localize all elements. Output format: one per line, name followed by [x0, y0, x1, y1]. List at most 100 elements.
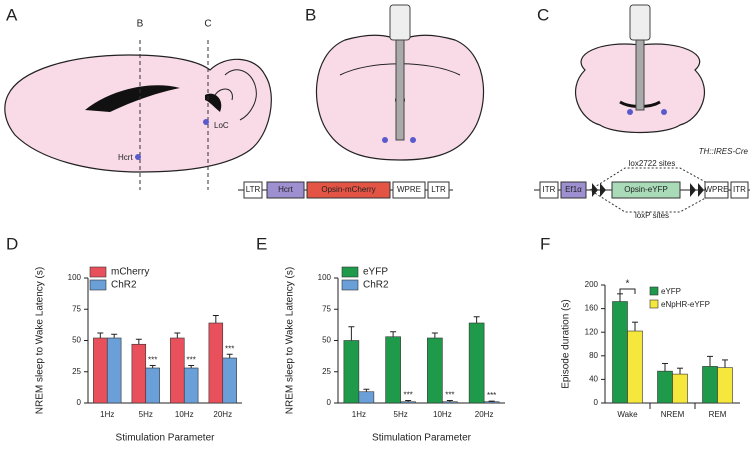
bar: [358, 391, 375, 404]
legend-label: eYFP: [363, 267, 388, 278]
legend-label: ChR2: [363, 280, 389, 291]
y-tick-label: 0: [77, 398, 82, 407]
bar: [170, 337, 185, 404]
y-tick-label: 25: [322, 367, 331, 376]
region-label: LoC: [214, 121, 229, 130]
legend-swatch: [649, 299, 659, 309]
construct-label: Opsin-eYFP: [624, 185, 668, 194]
construct-element: [392, 181, 426, 199]
significance-label: *: [626, 279, 630, 290]
x-tick-label: 5Hz: [394, 410, 408, 419]
bar: [627, 330, 643, 404]
x-tick-label: 1Hz: [100, 410, 114, 419]
y-axis-label: NREM sleep to Wake Latency (s): [285, 267, 296, 414]
bar: [385, 336, 401, 404]
significance-label: ***: [225, 344, 234, 353]
y-axis-label: Episode duration (s): [561, 299, 572, 389]
bar: [612, 301, 628, 404]
y-tick-label: 50: [72, 336, 81, 345]
cut-label: C: [204, 19, 211, 30]
legend-swatch: [89, 266, 107, 278]
lox-site: [698, 183, 704, 197]
significance-bracket: [619, 288, 636, 294]
lox-site: [600, 183, 606, 197]
coronal-brain: [315, 4, 485, 161]
x-axis-label: Stimulation Parameter: [116, 433, 216, 444]
panel-letter: C: [537, 5, 549, 24]
bar: [442, 401, 458, 404]
lox-label: lox2722 sites: [629, 159, 676, 168]
y-tick-label: 50: [322, 336, 331, 345]
construct-label: Ef1α: [565, 185, 582, 194]
x-tick-label: NREM: [661, 410, 685, 419]
construct-label: LTR: [246, 185, 261, 194]
cut-label: B: [137, 19, 144, 30]
construct-label: ITR: [733, 185, 746, 194]
legend-label: ChR2: [111, 280, 137, 291]
bar: [145, 367, 160, 404]
legend-label: mCherry: [111, 267, 149, 278]
construct-label: WPRE: [705, 185, 729, 194]
construct-element: [427, 181, 450, 199]
bar: [343, 340, 360, 404]
panel-letter: A: [6, 5, 18, 24]
x-axis-label: Stimulation Parameter: [372, 433, 472, 444]
bar: [717, 367, 733, 404]
construct-element: [560, 181, 587, 199]
legend-label: eNpHR-eYFP: [661, 300, 710, 309]
significance-label: ***: [445, 391, 454, 400]
x-tick-label: Wake: [617, 410, 638, 419]
significance-label: ***: [187, 356, 196, 365]
bar: [468, 322, 485, 404]
x-tick-label: REM: [709, 410, 727, 419]
y-tick-label: 40: [589, 375, 598, 384]
bar: [183, 367, 199, 404]
legend-swatch: [341, 279, 359, 291]
legend-swatch: [89, 279, 107, 291]
construct-element: [306, 181, 391, 199]
bar: [672, 373, 688, 404]
y-tick-label: 75: [72, 304, 81, 313]
y-tick-label: 25: [72, 367, 81, 376]
y-tick-label: 100: [68, 273, 82, 282]
bar: [131, 343, 147, 404]
region-label: Hcrt: [118, 153, 133, 162]
bar: [208, 322, 224, 404]
lox-site: [592, 183, 598, 197]
mouse-line: TH::IRES-Cre: [699, 147, 749, 156]
construct-label: LTR: [431, 185, 446, 194]
panel-letter: E: [256, 234, 267, 253]
bar: [222, 357, 237, 404]
bar: [483, 401, 500, 404]
y-tick-label: 200: [585, 280, 599, 289]
construct-element: [539, 181, 559, 199]
construct-label: WPRE: [397, 185, 421, 194]
bar: [427, 337, 443, 404]
x-tick-label: 20Hz: [213, 410, 232, 419]
x-tick-label: 1Hz: [352, 410, 366, 419]
bar: [93, 337, 108, 404]
y-tick-label: 160: [585, 304, 599, 313]
y-axis-label: NREM sleep to Wake Latency (s): [35, 267, 46, 414]
brainstem-section: [575, 4, 722, 213]
bar: [106, 337, 122, 404]
y-tick-label: 120: [585, 327, 599, 336]
x-tick-label: 5Hz: [139, 410, 153, 419]
y-tick-label: 100: [318, 273, 332, 282]
panel-letter: B: [305, 5, 316, 24]
legend-label: eYFP: [661, 287, 681, 296]
significance-label: ***: [403, 391, 412, 400]
construct-label: Opsin-mCherry: [321, 185, 375, 194]
construct-element: [243, 181, 263, 199]
construct-label: Hcrt: [278, 185, 293, 194]
y-tick-label: 0: [594, 398, 599, 407]
x-tick-label: 10Hz: [433, 410, 452, 419]
lox-site: [690, 183, 696, 197]
significance-label: ***: [148, 356, 157, 365]
bar: [400, 401, 416, 404]
y-tick-label: 0: [327, 398, 332, 407]
lox-label: loxP sites: [635, 211, 669, 220]
legend-swatch: [341, 266, 359, 278]
construct-element: [704, 181, 729, 199]
